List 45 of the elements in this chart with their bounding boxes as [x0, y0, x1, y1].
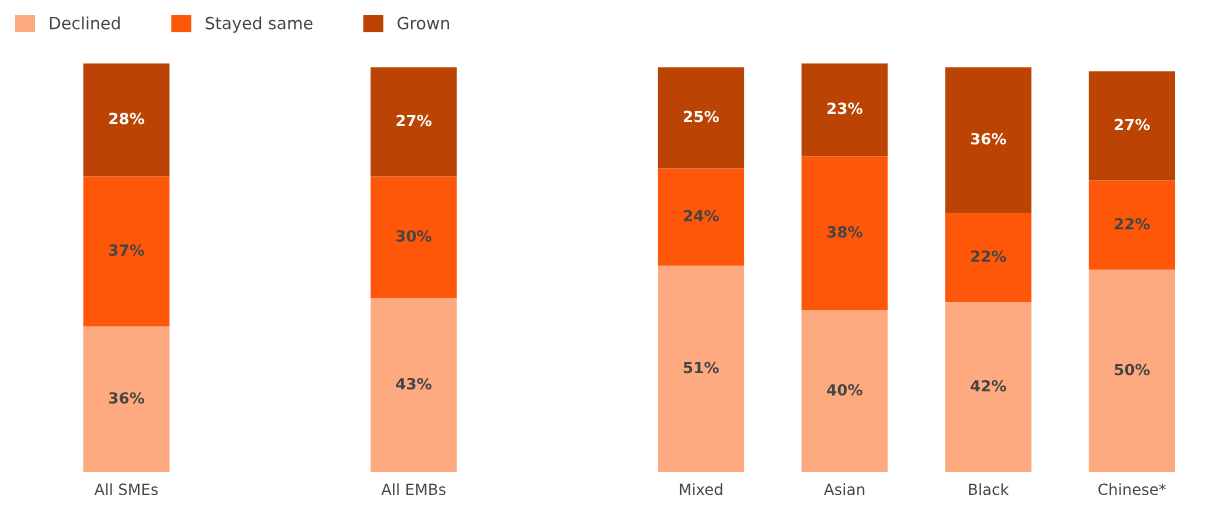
data-label: 50% [1114, 363, 1150, 376]
data-label: 38% [827, 226, 863, 238]
x-tick-label: Chinese* [1098, 483, 1166, 496]
bar [1088, 71, 1176, 181]
data-label: 22% [971, 250, 1007, 262]
data-label: 28% [109, 112, 145, 125]
x-tick-label: All EMBs [381, 483, 446, 496]
data-label: 51% [683, 361, 719, 374]
legend-label: Declined [49, 16, 120, 30]
x-tick-label: Asian [823, 483, 865, 496]
bar [945, 302, 1032, 473]
bar [801, 156, 888, 311]
data-label: 23% [827, 102, 863, 115]
data-label: 36% [971, 132, 1007, 145]
bar [657, 67, 745, 169]
bar [801, 310, 888, 473]
bar [83, 63, 170, 177]
x-tick-label: Black [969, 483, 1009, 496]
data-label: 27% [1114, 118, 1150, 131]
data-label: 43% [396, 377, 432, 390]
data-label: 40% [827, 384, 863, 396]
x-tick-label: Mixed [679, 483, 723, 496]
bar [83, 176, 170, 327]
bar [370, 176, 457, 299]
bar [945, 67, 1032, 213]
bar [1088, 180, 1176, 270]
data-label: 36% [109, 392, 145, 404]
data-label: 22% [1114, 218, 1150, 230]
data-label: 42% [970, 380, 1007, 392]
legend-label: Stayed same [205, 16, 313, 33]
bar [657, 265, 745, 473]
data-label: 24% [683, 209, 719, 222]
bar [945, 212, 1032, 303]
bar [801, 63, 888, 157]
x-tick-label: All SMEs [94, 483, 158, 496]
data-label: 30% [396, 230, 432, 242]
bar [83, 326, 170, 473]
data-label: 27% [396, 114, 432, 127]
bar [657, 168, 745, 266]
data-label: 25% [683, 110, 719, 123]
bar [370, 298, 457, 473]
bar [1088, 269, 1176, 473]
legend-label: Grown [397, 16, 449, 30]
bar [370, 67, 457, 177]
data-label: 37% [109, 244, 145, 256]
